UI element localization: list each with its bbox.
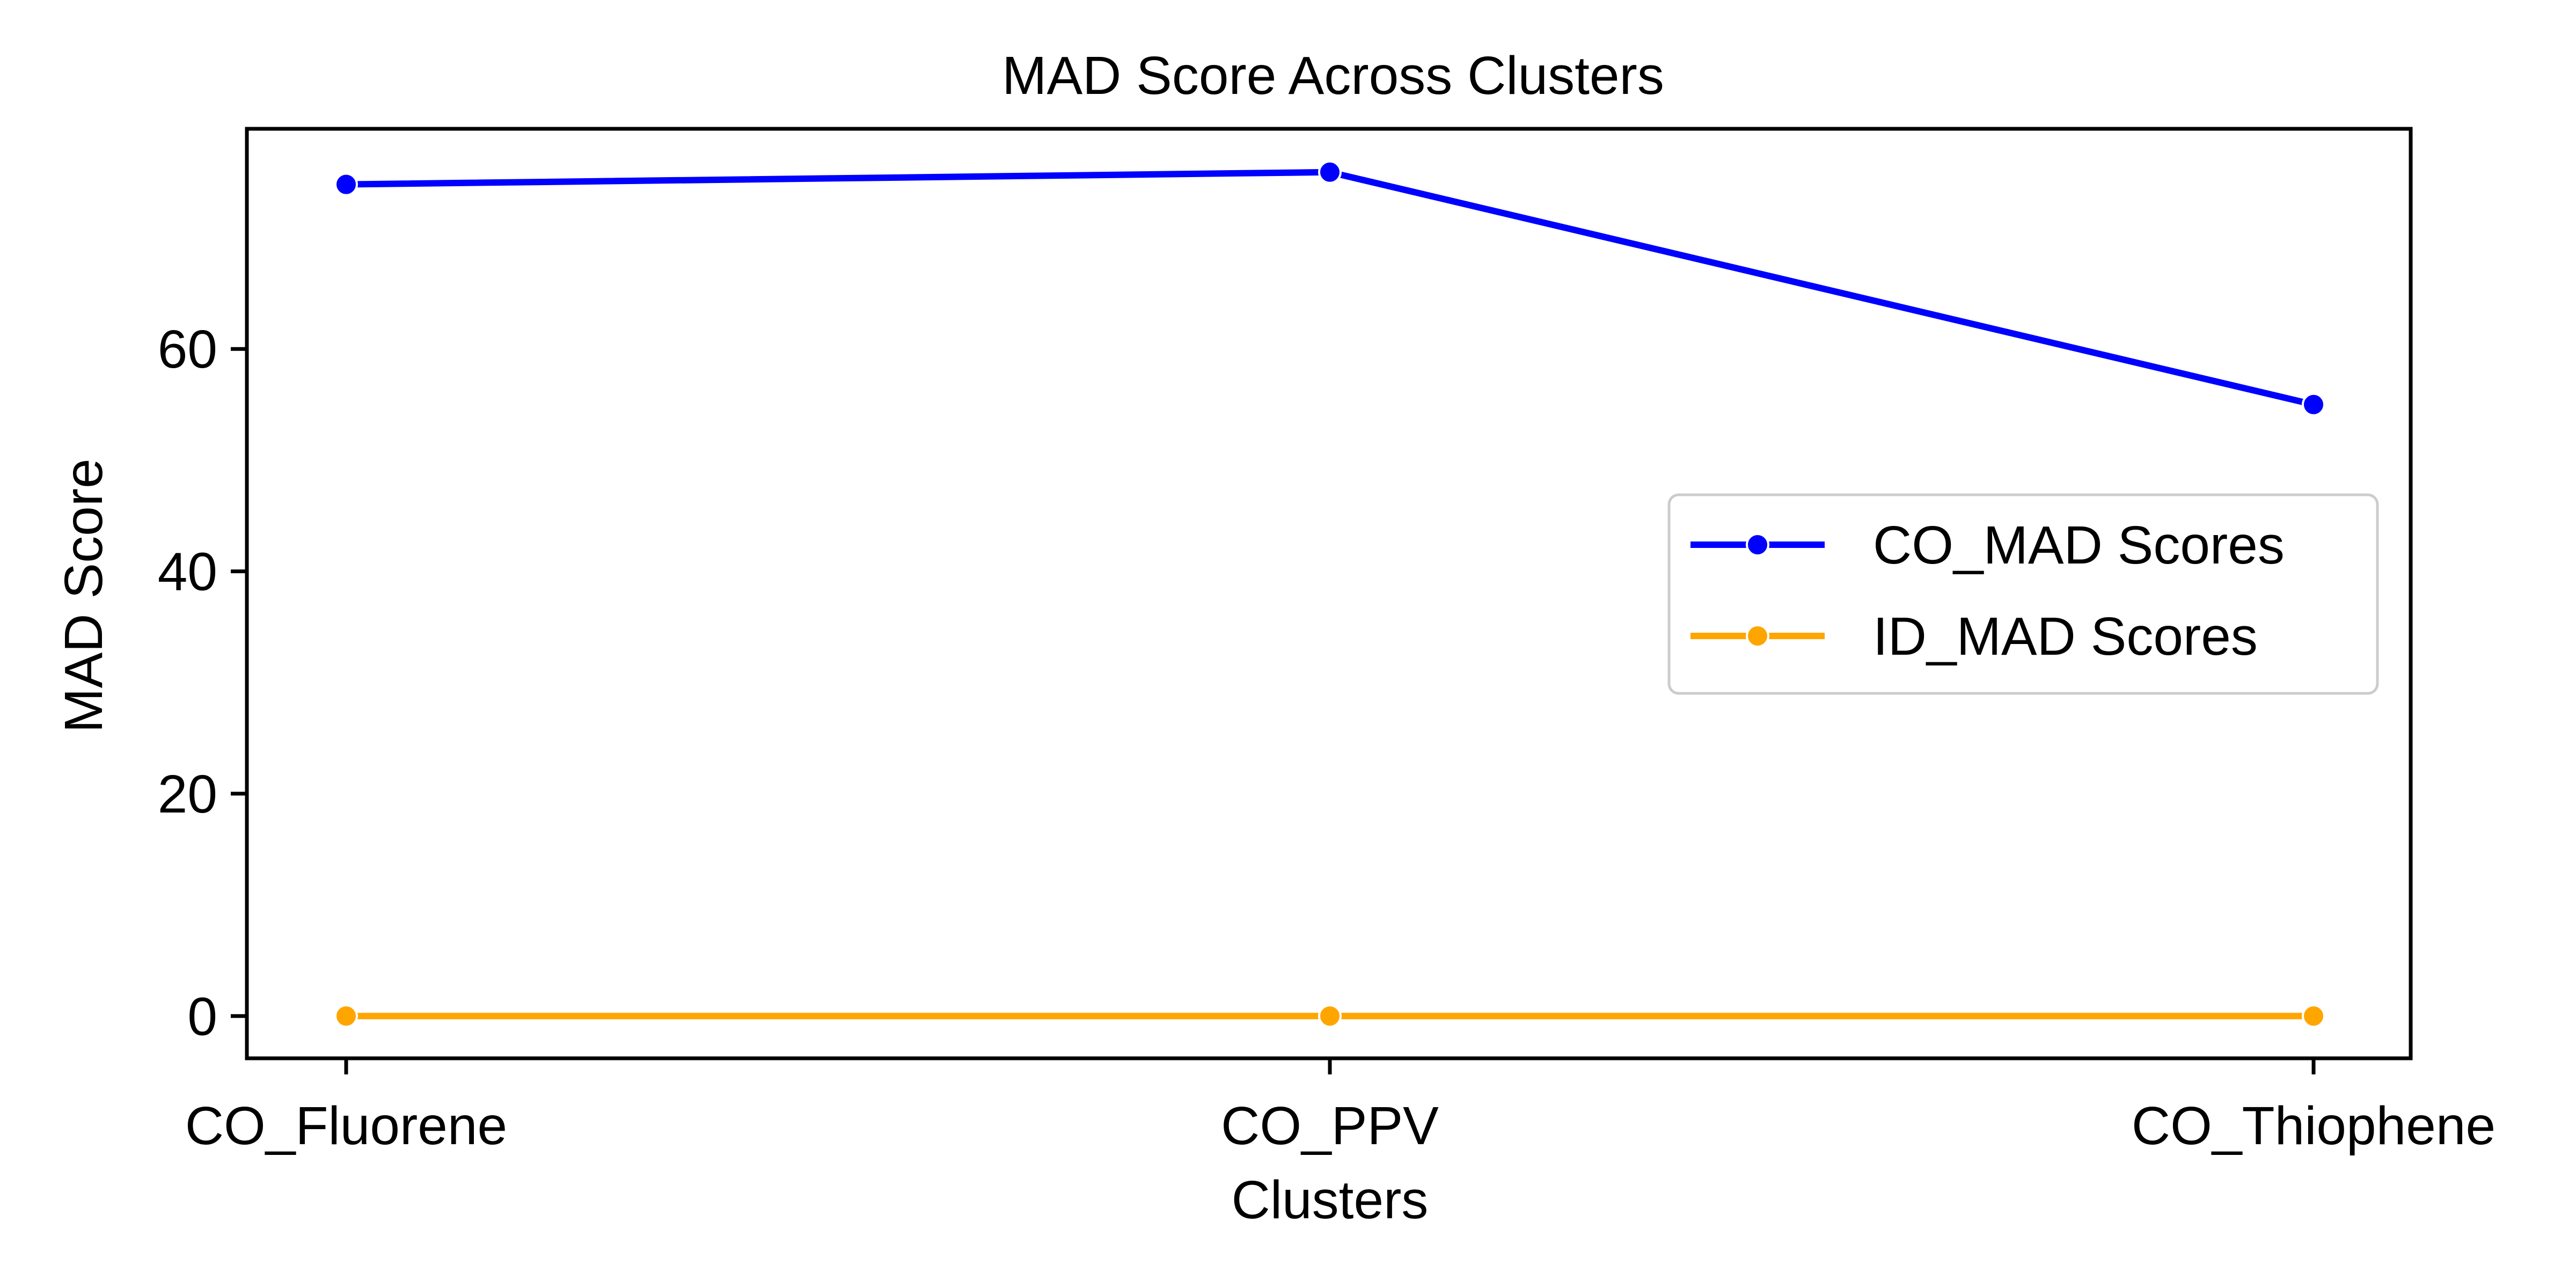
y-tick-label: 40	[158, 542, 217, 602]
x-tick-label: CO_PPV	[1221, 1096, 1439, 1156]
data-point	[334, 1004, 358, 1028]
legend-label: ID_MAD Scores	[1873, 606, 2258, 667]
chart-title: MAD Score Across Clusters	[1002, 46, 1664, 106]
data-point	[2302, 392, 2325, 416]
legend-frame	[1667, 493, 2379, 695]
legend-swatch-marker	[1746, 624, 1769, 648]
series-layer	[334, 160, 2325, 1028]
data-point	[1318, 1004, 1342, 1028]
legend: CO_MAD Scores ID_MAD Scores	[1667, 493, 2379, 695]
series-id-mad	[334, 1004, 2325, 1028]
x-axis: CO_Fluorene CO_PPV CO_Thiophene	[185, 1058, 2496, 1156]
x-axis-label: Clusters	[1232, 1170, 1429, 1230]
data-point	[2302, 1004, 2325, 1028]
series-co-mad	[334, 160, 2325, 416]
y-tick-label: 60	[158, 319, 217, 379]
data-point	[334, 172, 358, 196]
legend-label: CO_MAD Scores	[1873, 515, 2285, 575]
y-tick-label: 0	[187, 986, 217, 1046]
y-axis-label: MAD Score	[54, 458, 114, 733]
x-tick-label: CO_Fluorene	[185, 1096, 507, 1156]
y-axis: 0 20 40 60	[158, 319, 247, 1046]
y-tick-label: 20	[158, 764, 217, 824]
x-tick-label: CO_Thiophene	[2132, 1096, 2496, 1156]
data-point	[1318, 160, 1342, 184]
legend-swatch-marker	[1746, 533, 1769, 557]
